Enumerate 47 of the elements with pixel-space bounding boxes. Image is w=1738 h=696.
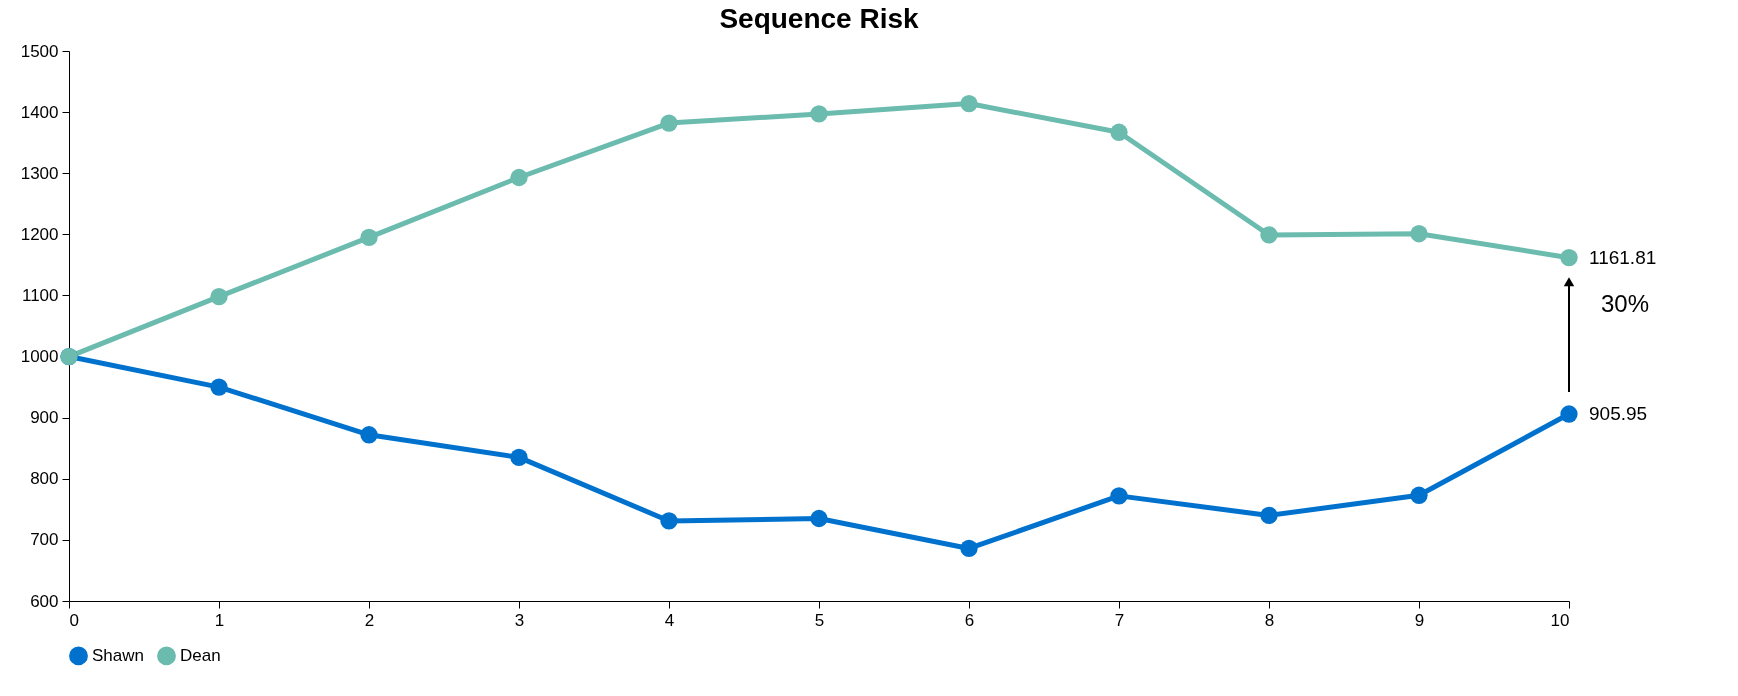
point (1260, 226, 1278, 244)
point (510, 168, 528, 187)
y-tick-label: 1000 (20, 347, 59, 367)
x-tick-label: 2 (364, 610, 375, 630)
point (1410, 486, 1428, 504)
point (660, 512, 678, 530)
y-tick-label: 900 (30, 408, 59, 428)
legend-label: Dean (180, 645, 221, 665)
point (1110, 123, 1128, 141)
y-tick-label: 600 (30, 591, 59, 611)
x-tick-label: 5 (814, 610, 825, 630)
point (1560, 249, 1578, 267)
legend-label: Shawn (92, 645, 144, 665)
point (960, 539, 978, 558)
point (960, 94, 978, 113)
x-tick-label: 7 (1114, 610, 1125, 630)
point (810, 509, 828, 528)
x-tick-label: 0 (69, 610, 79, 630)
x-tick-label: 10 (1550, 610, 1570, 630)
point (210, 288, 228, 306)
x-tick-label: 8 (1264, 610, 1275, 630)
point (810, 105, 828, 123)
point (1410, 225, 1428, 243)
point (1560, 405, 1578, 423)
point (360, 426, 378, 444)
y-tick-label: 1300 (20, 163, 59, 183)
x-tick-label: 6 (964, 610, 975, 630)
x-tick-label: 4 (664, 610, 675, 630)
x-tick-label: 1 (214, 610, 225, 630)
point (1260, 506, 1278, 525)
data-label: 905.95 (1589, 403, 1648, 425)
text: 30% (1601, 289, 1650, 317)
point (660, 114, 678, 132)
point (1110, 487, 1128, 505)
point (510, 448, 528, 467)
chart-title: Sequence Risk (719, 3, 920, 34)
y-tick-label: 700 (30, 530, 59, 550)
data-label: 1161.81 (1589, 246, 1657, 268)
y-tick-label: 800 (30, 469, 59, 489)
point (360, 228, 378, 247)
y-tick-label: 1400 (20, 102, 59, 122)
y-tick-label: 1200 (20, 224, 59, 244)
point (210, 378, 228, 396)
x-tick-label: 9 (1414, 610, 1425, 630)
x-tick-label: 3 (514, 610, 525, 630)
y-tick-label: 1500 (20, 41, 59, 61)
y-tick-label: 1100 (21, 285, 59, 305)
